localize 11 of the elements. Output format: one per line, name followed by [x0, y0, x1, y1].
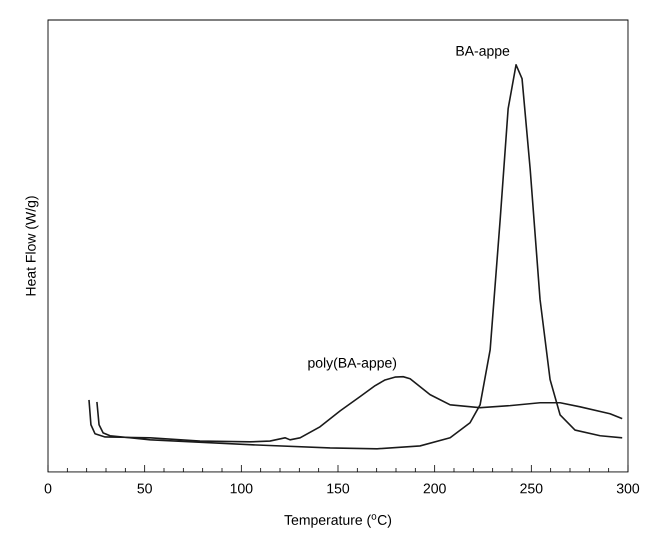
x-tick-label: 0 [44, 484, 52, 494]
x-tick-label: 150 [327, 484, 350, 494]
x-tick-label: 300 [616, 484, 640, 494]
x-tick-label: 100 [230, 484, 252, 494]
x-tick-label: 250 [520, 484, 542, 494]
x-tick-label: 50 [137, 484, 152, 494]
x-tick-label: 200 [424, 484, 446, 494]
y-axis-title: Heat Flow (W/g) [25, 196, 38, 296]
series-label: BA-appe [456, 46, 510, 59]
series-label: poly(BA-appe) [308, 357, 396, 370]
x-axis-title: Temperature ($^{o}$C) [284, 514, 392, 528]
